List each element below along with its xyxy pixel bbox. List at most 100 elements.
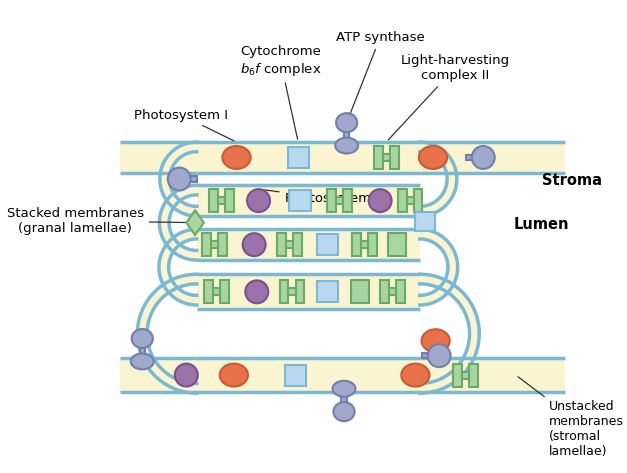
Polygon shape [186, 210, 204, 235]
Bar [344, 123, 349, 142]
Ellipse shape [247, 189, 270, 212]
Ellipse shape [132, 329, 153, 348]
Polygon shape [197, 229, 420, 260]
Ellipse shape [223, 146, 251, 169]
Text: Stacked membranes
(granal lamellae): Stacked membranes (granal lamellae) [7, 207, 194, 235]
Bar [336, 197, 343, 204]
Bar [218, 233, 227, 256]
Polygon shape [137, 274, 197, 393]
Bar [213, 289, 220, 295]
Bar [406, 197, 414, 204]
Text: Unstacked
membranes
(stromal
lamellae): Unstacked membranes (stromal lamellae) [518, 377, 624, 458]
Bar [202, 233, 211, 256]
Polygon shape [197, 368, 420, 383]
Polygon shape [120, 152, 197, 163]
Bar [225, 189, 234, 212]
Bar [286, 241, 293, 248]
Text: Photosystem II: Photosystem II [261, 190, 382, 205]
Bar [374, 146, 382, 169]
Ellipse shape [168, 167, 191, 191]
Polygon shape [197, 239, 420, 250]
Polygon shape [160, 142, 197, 216]
Bar [204, 280, 213, 303]
Ellipse shape [401, 364, 429, 386]
Bar [218, 197, 225, 204]
Text: Cytochrome
$b_6f$ complex: Cytochrome $b_6f$ complex [240, 45, 321, 140]
Polygon shape [420, 368, 565, 383]
Polygon shape [120, 358, 197, 392]
Bar [209, 189, 218, 212]
Polygon shape [159, 185, 197, 260]
Text: Stroma: Stroma [542, 173, 603, 188]
Ellipse shape [245, 280, 268, 303]
Bar [388, 233, 406, 256]
Polygon shape [420, 142, 565, 173]
Bar [398, 189, 406, 212]
Bar [352, 233, 361, 256]
Bar [317, 234, 338, 255]
Text: Lumen: Lumen [514, 217, 569, 232]
Polygon shape [197, 358, 420, 392]
Bar [351, 280, 369, 303]
Polygon shape [420, 229, 458, 305]
Ellipse shape [334, 402, 355, 421]
Polygon shape [197, 152, 420, 163]
Polygon shape [420, 152, 565, 163]
Ellipse shape [243, 233, 266, 256]
Ellipse shape [131, 353, 154, 369]
Ellipse shape [419, 146, 447, 169]
Text: Photosystem I: Photosystem I [134, 108, 234, 141]
Ellipse shape [175, 364, 198, 386]
Bar [293, 233, 302, 256]
Ellipse shape [335, 138, 358, 154]
Text: ATP synthase: ATP synthase [335, 31, 424, 120]
Polygon shape [120, 368, 197, 383]
Polygon shape [197, 142, 420, 173]
Bar [466, 155, 483, 160]
Bar [211, 241, 218, 248]
Bar [361, 241, 368, 248]
Bar [280, 280, 288, 303]
Text: Light-harvesting
complex II: Light-harvesting complex II [388, 54, 510, 140]
Polygon shape [197, 195, 420, 206]
Bar [290, 190, 310, 211]
Bar [389, 289, 396, 295]
Ellipse shape [421, 329, 450, 352]
Ellipse shape [220, 364, 248, 386]
Bar [453, 364, 462, 386]
Ellipse shape [472, 146, 495, 169]
Ellipse shape [336, 113, 357, 132]
Polygon shape [159, 229, 197, 305]
Bar [220, 280, 229, 303]
Bar [341, 392, 347, 412]
Bar [469, 364, 478, 386]
Bar [288, 147, 308, 168]
Bar [140, 339, 145, 358]
Polygon shape [420, 358, 565, 392]
Polygon shape [120, 142, 197, 173]
Bar [295, 280, 304, 303]
Bar [179, 176, 197, 182]
Polygon shape [197, 274, 420, 309]
Bar [462, 372, 469, 378]
Bar [414, 189, 423, 212]
Bar [317, 281, 338, 302]
Polygon shape [197, 284, 420, 300]
Bar [396, 280, 405, 303]
Bar [285, 365, 306, 385]
Bar [390, 146, 399, 169]
Polygon shape [420, 274, 479, 393]
Bar [382, 154, 390, 161]
Bar [343, 189, 352, 212]
Ellipse shape [332, 381, 356, 397]
Polygon shape [197, 185, 420, 216]
Bar [368, 233, 377, 256]
Bar [327, 189, 336, 212]
Polygon shape [420, 142, 457, 216]
Bar [288, 289, 295, 295]
Bar [421, 353, 439, 359]
Ellipse shape [369, 189, 392, 212]
Bar [415, 212, 435, 231]
Ellipse shape [428, 344, 451, 367]
Bar [277, 233, 286, 256]
